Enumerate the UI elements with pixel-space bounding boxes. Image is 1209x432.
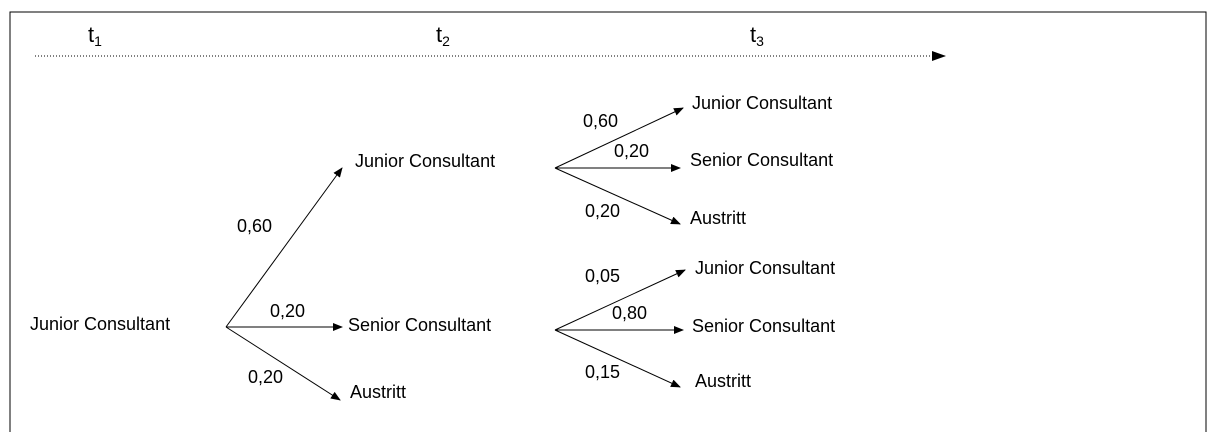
- edge-probability: 0,05: [585, 266, 620, 286]
- edge-arrow: [225, 326, 341, 401]
- time-sub: 3: [756, 33, 764, 49]
- edge-arrow: [554, 329, 681, 388]
- node-label: Junior Consultant: [355, 151, 495, 171]
- edge-probability: 0,20: [248, 367, 283, 387]
- edge-arrow: [554, 269, 686, 331]
- edge-arrow: [225, 167, 343, 328]
- edge-arrow: [554, 107, 684, 169]
- node-label: Senior Consultant: [690, 150, 833, 170]
- time-base: t: [88, 22, 94, 47]
- time-label: t3: [750, 22, 764, 49]
- node-label: Senior Consultant: [348, 315, 491, 335]
- time-sub: 1: [94, 33, 102, 49]
- edge-probability: 0,60: [237, 216, 272, 236]
- time-sub: 2: [442, 33, 450, 49]
- time-label: t2: [436, 22, 450, 49]
- node-label: Senior Consultant: [692, 316, 835, 336]
- node-label: Junior Consultant: [692, 93, 832, 113]
- edge-probability: 0,20: [270, 301, 305, 321]
- node-label: Junior Consultant: [30, 314, 170, 334]
- node-label: Austritt: [690, 208, 746, 228]
- edge-probability: 0,60: [583, 111, 618, 131]
- edge-probability: 0,15: [585, 362, 620, 382]
- time-base: t: [750, 22, 756, 47]
- node-label: Austritt: [350, 382, 406, 402]
- time-label: t1: [88, 22, 102, 49]
- node-label: Austritt: [695, 371, 751, 391]
- edge-arrow: [554, 167, 681, 225]
- node-label: Junior Consultant: [695, 258, 835, 278]
- edge-probability: 0,80: [612, 303, 647, 323]
- edge-probability: 0,20: [614, 141, 649, 161]
- frame: [9, 11, 1207, 432]
- time-base: t: [436, 22, 442, 47]
- edge-probability: 0,20: [585, 201, 620, 221]
